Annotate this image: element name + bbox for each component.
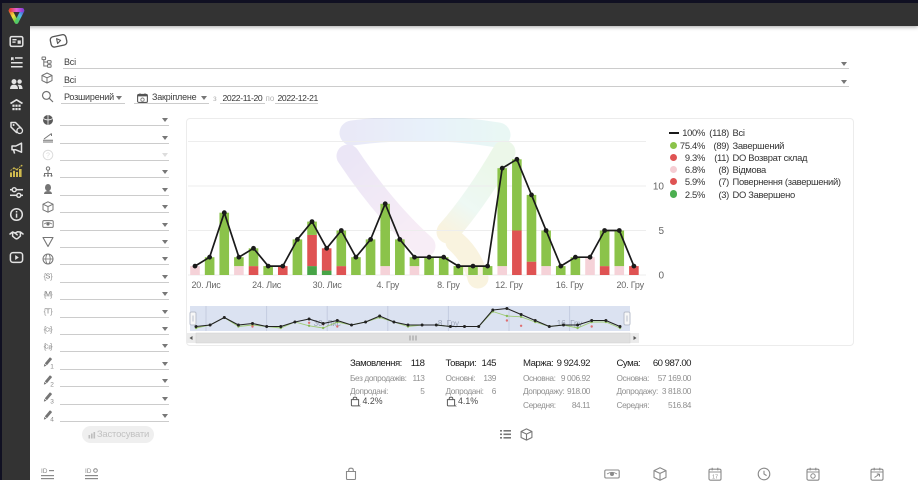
svg-text:{: { <box>44 272 47 281</box>
svg-text:?: ? <box>46 152 50 159</box>
svg-text:30. Лис: 30. Лис <box>313 280 343 290</box>
svg-text:ID: ID <box>41 468 48 475</box>
svg-text:30. Лис: 30. Лис <box>314 319 341 328</box>
svg-text:2: 2 <box>50 381 54 387</box>
svg-text:3: 3 <box>50 399 54 405</box>
svg-text:}: } <box>50 289 53 298</box>
svg-text:S: S <box>46 274 51 281</box>
svg-text:16. Гру: 16. Гру <box>556 280 584 290</box>
svg-text:8. Гру: 8. Гру <box>438 319 459 328</box>
svg-text:ID: ID <box>85 468 92 475</box>
svg-text:T: T <box>46 308 51 315</box>
svg-text:}: } <box>50 307 53 316</box>
svg-text:{: { <box>44 289 47 298</box>
svg-text:{: { <box>44 342 47 351</box>
svg-text:20. Лис: 20. Лис <box>191 280 221 290</box>
svg-text:1: 1 <box>50 364 54 370</box>
svg-text:{: { <box>44 324 47 333</box>
svg-text:x: x <box>358 403 361 407</box>
svg-text:5: 5 <box>658 226 664 237</box>
svg-text:17: 17 <box>712 475 718 481</box>
svg-text:24. Лис: 24. Лис <box>252 280 282 290</box>
svg-text:4. Гру: 4. Гру <box>377 280 400 290</box>
svg-text:16. Гру: 16. Гру <box>557 319 583 328</box>
svg-text:8. Гру: 8. Гру <box>437 280 460 290</box>
svg-text:Cp: Cp <box>44 344 51 350</box>
svg-text:10: 10 <box>653 182 665 193</box>
svg-text:x: x <box>454 403 457 407</box>
svg-text:0: 0 <box>658 271 664 282</box>
svg-text:12. Гру: 12. Гру <box>495 280 523 290</box>
svg-text:}: } <box>50 272 53 281</box>
svg-text:}: } <box>50 324 53 333</box>
svg-text:20. Гру: 20. Гру <box>617 280 645 290</box>
svg-text:{: { <box>44 307 47 316</box>
svg-text:Ct: Ct <box>45 327 51 333</box>
svg-text:}: } <box>50 342 53 351</box>
svg-text:M: M <box>45 291 51 298</box>
svg-text:4: 4 <box>50 416 54 422</box>
